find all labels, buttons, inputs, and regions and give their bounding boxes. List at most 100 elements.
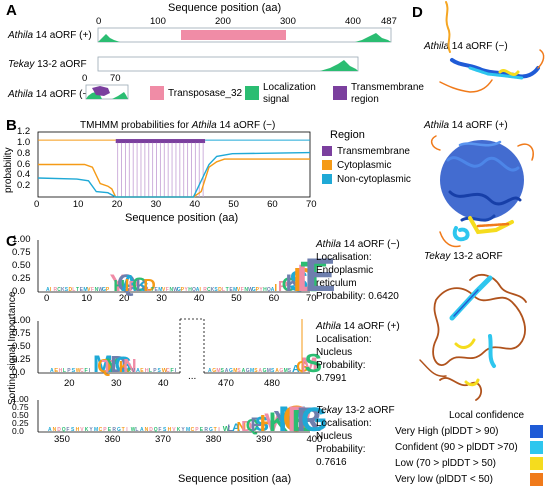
logo-letter: G xyxy=(209,427,213,433)
logo-letter: C xyxy=(166,368,170,374)
logo-letter: E xyxy=(140,368,144,374)
logo-letter: A xyxy=(232,422,240,434)
logo-letter: V xyxy=(132,368,136,374)
logo-letter: Q xyxy=(267,287,271,293)
logo-letter: L xyxy=(135,427,138,433)
track-label-tekay: Tekay 13-2 aORF xyxy=(8,59,87,70)
logo-letter: G xyxy=(117,427,121,433)
logo-letter: Y xyxy=(259,287,263,293)
logo-letter: R xyxy=(204,427,208,433)
panel-b-title: TMHMM probabilities for Athila 14 aORF (… xyxy=(80,120,276,131)
logo-letter: M xyxy=(83,287,87,293)
logo-letter: N xyxy=(237,419,247,434)
logo-letter: C xyxy=(191,427,195,433)
logo-letter: H xyxy=(145,368,149,374)
logo-letter: H xyxy=(76,427,80,433)
logo-letter: T xyxy=(301,253,327,301)
logo-letter: Y xyxy=(89,427,93,433)
logo-letter: Q xyxy=(117,270,136,297)
row2-xtick: 480 xyxy=(264,378,280,389)
logo-letter: M xyxy=(278,400,307,439)
conf-very-low: Very low (plDDT < 50) xyxy=(395,474,493,485)
logo-letter: M xyxy=(250,368,254,374)
panel-b-label: B xyxy=(6,117,17,134)
logo-letter: I xyxy=(125,276,130,295)
logo-letter: H xyxy=(168,427,172,433)
logo-letter: S xyxy=(158,368,162,374)
logo-letter: S xyxy=(221,368,225,374)
logo-letter: C xyxy=(207,287,211,293)
logo-letter: R xyxy=(128,279,139,295)
tm-region-bar xyxy=(115,139,206,144)
row3-ytick: 0.50 xyxy=(12,410,29,420)
xtick-label: 70 xyxy=(306,199,317,210)
track-label-athila-minus: Athila 14 aORF (−) xyxy=(8,89,92,100)
logo-letter: A xyxy=(275,368,279,374)
logo-letter: L xyxy=(63,368,66,374)
logo-letter: P xyxy=(256,287,260,293)
logo-letter: L xyxy=(147,287,150,293)
logo-letter: N xyxy=(170,287,174,293)
logo-letter: S xyxy=(163,427,167,433)
tick-0: 0 xyxy=(96,16,102,27)
logo-letter: M xyxy=(233,287,237,293)
logo-letter: G xyxy=(252,287,256,293)
row2-ytick: 0.25 xyxy=(12,354,31,365)
logo-letter: T xyxy=(226,287,230,293)
row3-xtick: 350 xyxy=(54,434,70,445)
logo-letter: L xyxy=(149,368,152,374)
row1-ytick: 1.00 xyxy=(12,234,31,245)
logo-letter: S xyxy=(288,368,292,374)
logo-letter: D xyxy=(110,351,127,377)
logo-letter: I xyxy=(175,368,177,374)
c-ann1-title: Athila 14 aORF (−) xyxy=(316,239,400,250)
logo-letter: S xyxy=(71,427,75,433)
d-label-1: Athila 14 aORF (−) xyxy=(424,41,508,52)
row3-ytick: 1.00 xyxy=(12,394,29,404)
logo-letter: Y xyxy=(184,287,188,293)
conf-confident: Confident (90 > plDDT >70) xyxy=(395,442,518,453)
ytick-label: 0.6 xyxy=(17,158,31,170)
logo-letter: N xyxy=(53,427,57,433)
logo-letter: C xyxy=(282,275,296,296)
row2-xtick: 30 xyxy=(111,378,122,389)
logo-letter: F xyxy=(170,368,174,374)
logo-letter: Y xyxy=(110,270,126,297)
row2-xtick: 40 xyxy=(158,378,169,389)
logo-letter: W xyxy=(131,427,136,433)
logo-letter: K xyxy=(286,270,304,297)
logo-letter: I xyxy=(199,287,201,293)
row3-xtick: 370 xyxy=(155,434,171,445)
logo-letter: G xyxy=(246,368,250,374)
logo-letter: L xyxy=(227,423,233,434)
logo-letter: P xyxy=(153,368,157,374)
logo-letter: C xyxy=(99,427,103,433)
logo-letter: N xyxy=(123,355,137,376)
row1-xtick: 60 xyxy=(268,293,280,304)
logo-letter: A xyxy=(225,368,229,374)
panel-a-label: A xyxy=(6,2,17,19)
logo-letter: M xyxy=(267,368,271,374)
logo-letter: F xyxy=(158,427,161,433)
legend-transmembrane-1: Transmembrane xyxy=(351,82,424,93)
logo-letter: K xyxy=(177,427,181,433)
logo-letter: A xyxy=(50,368,54,374)
logo-letter: G xyxy=(177,287,181,293)
ytick-label: 0.8 xyxy=(17,147,31,159)
logo-letter: C xyxy=(283,398,309,439)
logo-letter: S xyxy=(289,266,308,298)
logo-letter: K xyxy=(136,276,148,295)
logo-letter: I xyxy=(50,287,52,293)
c-ann3-title: Tekay 13-2 aORF xyxy=(316,405,395,416)
legend-cyto: Cytoplasmic xyxy=(337,160,392,171)
logo-letter: I xyxy=(274,283,277,294)
ytick-label: 1.0 xyxy=(17,136,31,148)
row1-ytick: 0.25 xyxy=(12,273,31,284)
logo-letter: V xyxy=(264,410,281,437)
c-ann1-l1: Localisation: xyxy=(316,252,372,263)
logo-letter: K xyxy=(119,359,130,376)
logo-letter: D xyxy=(149,427,153,433)
xtick-label: 30 xyxy=(150,199,162,210)
